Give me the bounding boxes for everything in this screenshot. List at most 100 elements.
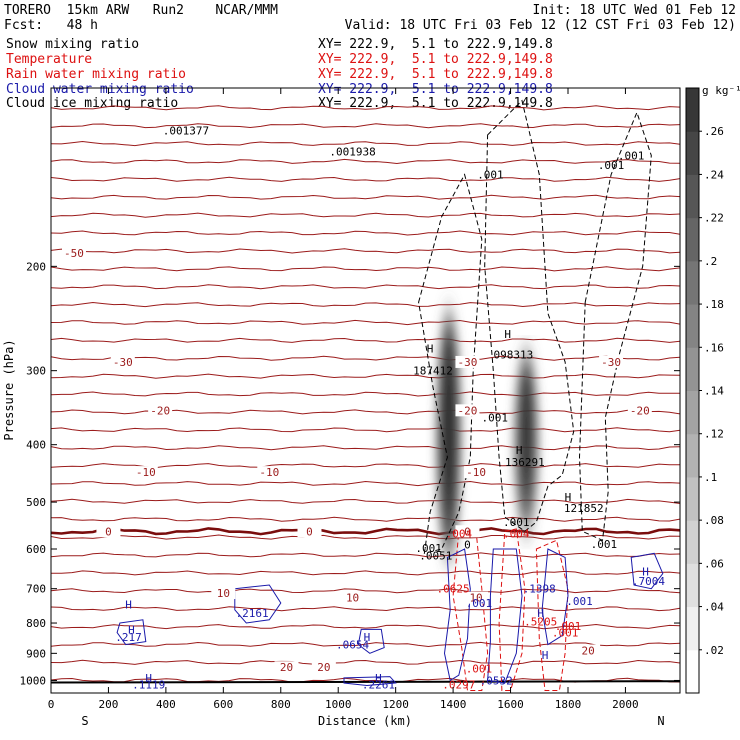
isotherm-label-bg	[576, 644, 601, 657]
cloud-water-contour	[487, 548, 523, 684]
isotherm-label: -10	[136, 466, 156, 479]
contour-annotation: H	[128, 623, 135, 636]
contour-annotation: 121852	[564, 502, 604, 515]
axes: 0 200 400 600 800 1000 1200 1400 1600 1800 2000200…	[20, 88, 680, 711]
y-tick-label: 1000	[20, 674, 47, 687]
contour-annotation: .001	[415, 542, 442, 555]
contour-annotation: H	[542, 649, 549, 662]
colorbar-tick-label: .2	[704, 255, 717, 268]
field-name-snow: Snow mixing ratio	[6, 37, 140, 52]
isotherm-label-bg	[133, 466, 158, 479]
contour-annotation: .0654	[336, 639, 369, 652]
contour-annotation: .0297	[442, 678, 475, 691]
isotherm-label: 0	[105, 525, 112, 538]
isotherm-line	[51, 212, 680, 218]
cloud-water-contour	[443, 548, 471, 682]
field-xy-temperature: XY= 222.9, 5.1 to 222.9,149.8	[318, 52, 553, 67]
contour-annotation: H	[375, 672, 382, 685]
x-axis-title: Distance (km)	[318, 714, 412, 728]
colorbar-segment	[686, 347, 699, 391]
colorbar-segment	[686, 390, 699, 435]
isotherm-label: 20	[317, 661, 330, 674]
colorbar-segment	[686, 476, 699, 521]
contour-annotation: .001	[591, 538, 618, 551]
isotherm-line	[51, 391, 680, 397]
contour-annotation: H	[427, 342, 434, 355]
grayscale-colorbar: .02 .04 .06 .08 .1 .12 .14 .16 .18 .2 .22 .24 .26 g k…	[685, 84, 740, 694]
cloud-water-contour	[116, 619, 147, 646]
isotherm-label-bg	[627, 404, 652, 417]
contour-annotation: H	[504, 328, 511, 341]
contour-annotation: .001	[566, 595, 593, 608]
y-axis-title: Pressure (hPa)	[2, 339, 16, 440]
colorbar-units: g kg⁻¹	[702, 84, 740, 97]
cloud-water-contour	[343, 676, 397, 687]
colorbar-tick-label: .24	[704, 168, 724, 181]
contour-annotation: .001	[552, 627, 579, 640]
cloud-ice-contour	[418, 173, 483, 554]
contour-annotation: .0532	[480, 674, 513, 687]
colorbar-tick-label: .02	[704, 644, 724, 657]
isotherm-label: 0	[464, 525, 471, 538]
isotherm-line	[51, 230, 680, 236]
contour-annotation: .0625	[437, 583, 470, 596]
isotherm-label: 10	[469, 592, 482, 605]
contour-annotation: .001	[466, 597, 493, 610]
isotherm-line	[51, 498, 680, 504]
y-tick-label: 600	[26, 543, 46, 556]
isotherm-label: 0	[306, 525, 313, 538]
colorbar-tick-label: .12	[704, 428, 724, 441]
isotherm-label-bg	[455, 404, 480, 417]
field-name-cloud-water: Cloud water mixing ratio	[6, 82, 194, 97]
contour-annotation: 136291	[505, 456, 545, 469]
north-label: N	[657, 714, 664, 728]
y-tick-label: 300	[26, 365, 46, 378]
field-name-rain: Rain water mixing ratio	[6, 67, 187, 82]
isotherm-line	[51, 194, 680, 200]
rain-contour	[452, 530, 489, 691]
contour-annotation: H	[516, 444, 523, 457]
rain-contour	[498, 528, 526, 691]
cloud-ice-contour	[578, 111, 652, 542]
init-time: Init: 18 UTC Wed 01 Feb 12	[532, 3, 737, 18]
x-tick-label: 800	[271, 698, 291, 711]
contour-labels: -50-30 -30 -30-20 -20 -20-10 -10 -100 0 010 10 102…	[61, 125, 665, 691]
rain-contour	[535, 539, 569, 691]
isotherm-label-bg	[148, 404, 173, 417]
contour-annotation: H	[537, 607, 544, 620]
forecast-hour: Fcst: 48 h	[4, 18, 98, 33]
isotherm-line	[51, 516, 680, 522]
x-tick-label: 1000	[325, 698, 352, 711]
isotherm-line	[51, 284, 680, 290]
isotherm-line	[51, 373, 680, 379]
colorbar-tick-label: .04	[704, 601, 724, 614]
x-tick-label: 1800	[555, 698, 582, 711]
run-title: TORERO 15km ARW Run2 NCAR/MMM	[4, 3, 278, 18]
contour-annotation: 187412	[413, 365, 453, 378]
valid-time: Valid: 18 UTC Fri 03 Feb 12 (12 CST Fri …	[344, 18, 736, 33]
x-tick-label: 1600	[497, 698, 524, 711]
colorbar-segment	[686, 649, 699, 694]
isotherm-label: -10	[466, 466, 486, 479]
colorbar-segment	[686, 260, 699, 305]
colorbar-segment	[686, 88, 699, 132]
colorbar-segment	[686, 131, 699, 175]
isotherm-line	[51, 355, 680, 361]
isotherm-label: -30	[601, 356, 621, 369]
contour-annotation: .001	[598, 159, 625, 172]
x-tick-label: 1400	[440, 698, 467, 711]
contour-annotation: .2261	[362, 678, 395, 691]
colorbar-tick-label: .16	[704, 341, 724, 354]
snow-column	[436, 313, 461, 558]
isotherm-line	[51, 140, 680, 147]
isotherm-label: -20	[150, 404, 170, 417]
isotherm-label: 10	[217, 587, 230, 600]
cloud-ice-contour	[484, 99, 575, 532]
contour-annotation: .001	[466, 663, 493, 676]
isotherm-line	[51, 552, 680, 558]
isotherm-label-bg	[211, 587, 236, 600]
x-tick-label: 400	[156, 698, 176, 711]
colorbar-tick-label: .26	[704, 125, 724, 138]
x-tick-label: 0	[48, 698, 55, 711]
